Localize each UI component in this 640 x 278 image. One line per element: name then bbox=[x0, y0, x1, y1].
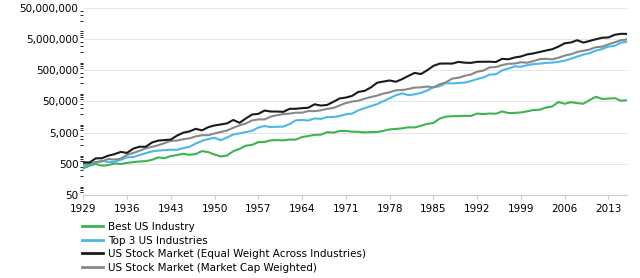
US Stock Market (Market Cap Weighted) bbox=[229, 126, 237, 130]
US Stock Market (Equal Weight Across Industries) bbox=[511, 56, 518, 59]
Best US Industry bbox=[592, 95, 600, 98]
Best US Industry bbox=[586, 98, 593, 102]
US Stock Market (Market Cap Weighted) bbox=[79, 162, 87, 166]
Best US Industry bbox=[623, 98, 631, 102]
US Stock Market (Equal Weight Across Industries) bbox=[242, 117, 250, 120]
Best US Industry bbox=[92, 162, 100, 166]
Line: US Stock Market (Market Cap Weighted): US Stock Market (Market Cap Weighted) bbox=[83, 39, 627, 164]
US Stock Market (Equal Weight Across Industries) bbox=[236, 121, 243, 125]
US Stock Market (Equal Weight Across Industries) bbox=[98, 157, 106, 160]
US Stock Market (Equal Weight Across Industries) bbox=[79, 161, 87, 164]
Top 3 US Industries bbox=[79, 165, 87, 168]
US Stock Market (Equal Weight Across Industries) bbox=[623, 32, 631, 36]
US Stock Market (Equal Weight Across Industries) bbox=[355, 90, 362, 94]
Best US Industry bbox=[79, 167, 87, 170]
US Stock Market (Market Cap Weighted) bbox=[92, 160, 100, 164]
US Stock Market (Equal Weight Across Industries) bbox=[617, 32, 625, 36]
Best US Industry bbox=[236, 147, 243, 151]
Line: US Stock Market (Equal Weight Across Industries): US Stock Market (Equal Weight Across Ind… bbox=[83, 34, 627, 163]
US Stock Market (Market Cap Weighted) bbox=[348, 100, 356, 103]
US Stock Market (Market Cap Weighted) bbox=[586, 48, 593, 51]
Line: Best US Industry: Best US Industry bbox=[83, 97, 627, 168]
US Stock Market (Market Cap Weighted) bbox=[236, 124, 243, 127]
US Stock Market (Market Cap Weighted) bbox=[398, 88, 406, 92]
Best US Industry bbox=[398, 127, 406, 130]
US Stock Market (Market Cap Weighted) bbox=[623, 38, 631, 41]
Top 3 US Industries bbox=[398, 92, 406, 95]
Top 3 US Industries bbox=[348, 112, 356, 115]
Best US Industry bbox=[348, 130, 356, 133]
Line: Top 3 US Industries: Top 3 US Industries bbox=[83, 42, 627, 167]
Top 3 US Industries bbox=[92, 161, 100, 164]
Legend: Best US Industry, Top 3 US Industries, US Stock Market (Equal Weight Across Indu: Best US Industry, Top 3 US Industries, U… bbox=[82, 222, 366, 273]
Top 3 US Industries bbox=[623, 40, 631, 43]
Top 3 US Industries bbox=[236, 132, 243, 135]
Top 3 US Industries bbox=[586, 51, 593, 55]
Top 3 US Industries bbox=[229, 133, 237, 136]
US Stock Market (Equal Weight Across Industries) bbox=[404, 74, 412, 78]
US Stock Market (Equal Weight Across Industries) bbox=[86, 161, 93, 164]
Best US Industry bbox=[229, 150, 237, 153]
